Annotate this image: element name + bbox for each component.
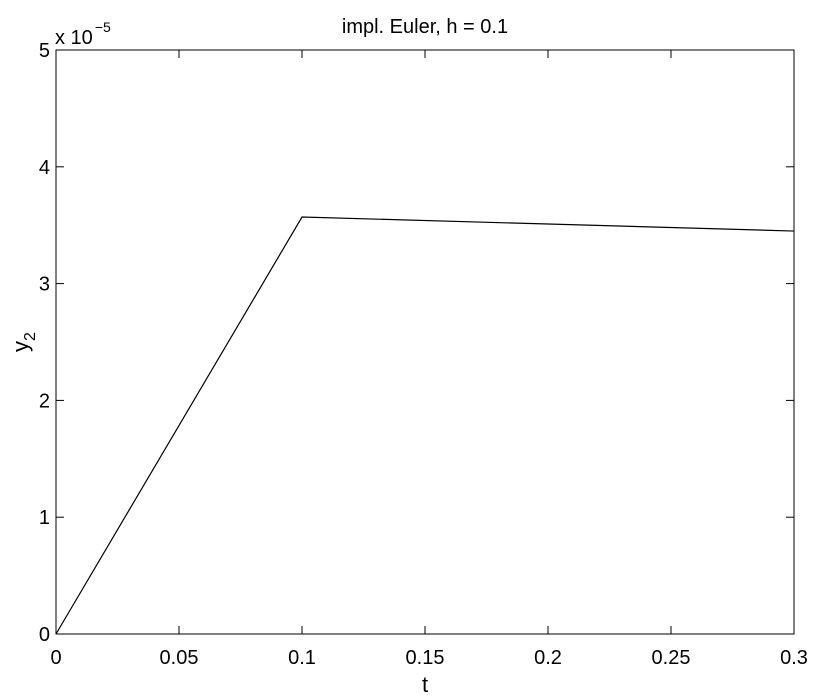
x-tick-label: 0 [50, 647, 61, 669]
y-axis-label: y2 [8, 332, 39, 352]
x-tick-label: 0.25 [652, 647, 691, 669]
x-tick-label: 0.05 [160, 647, 199, 669]
svg-text:y2: y2 [8, 332, 39, 352]
plot-frame [55, 49, 795, 635]
y-axis-label-base: y [8, 341, 33, 352]
x-tick-label: 0.15 [406, 647, 445, 669]
y-tick-label: 3 [39, 274, 50, 296]
y-tick-label: 2 [39, 390, 50, 412]
y-axis-multiplier: x 10 −5 [55, 19, 111, 49]
chart-title: impl. Euler, h = 0.1 [342, 16, 508, 38]
x-tick-label: 0.2 [534, 647, 562, 669]
x-axis-label: t [422, 672, 428, 696]
y-tick-label: 1 [39, 507, 50, 529]
y-axis-multiplier-base: x 10 [55, 27, 93, 49]
y-tick-label: 4 [39, 157, 50, 179]
x-tick-label: 0.1 [288, 647, 316, 669]
y-axis-label-subscript: 2 [22, 332, 39, 341]
y-axis-multiplier-exponent: −5 [95, 19, 111, 35]
y-tick-label: 0 [39, 624, 50, 646]
plot-area [56, 50, 794, 634]
y-tick-label: 5 [39, 40, 50, 62]
x-tick-label: 0.3 [780, 647, 808, 669]
series-line [55, 216, 795, 635]
